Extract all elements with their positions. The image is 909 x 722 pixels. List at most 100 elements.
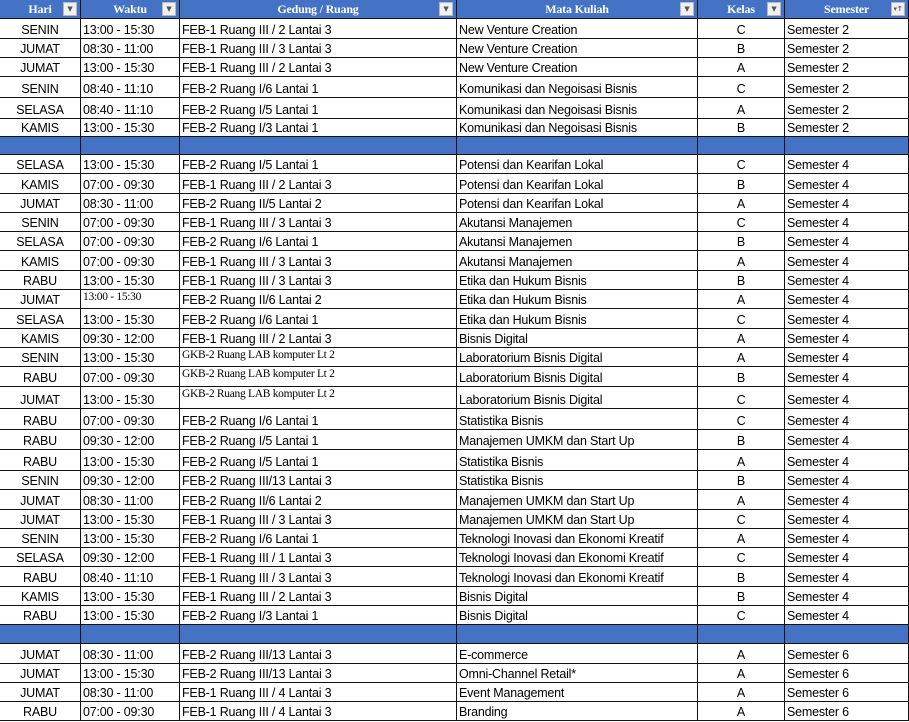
cell-hari[interactable]: KAMIS <box>0 174 81 194</box>
separator-cell[interactable] <box>457 624 698 644</box>
column-header-waktu[interactable]: Waktu ▼ <box>81 0 180 19</box>
cell-gedung-ruang[interactable]: FEB-2 Ruang I/5 Lantai 1 <box>180 154 457 174</box>
cell-waktu[interactable]: 07:00 - 09:30 <box>81 251 180 271</box>
cell-mata-kuliah[interactable]: Potensi dan Kearifan Lokal <box>457 193 698 213</box>
cell-semester[interactable]: Semester 4 <box>785 154 909 174</box>
cell-mata-kuliah[interactable]: Statistika Bisnis <box>457 470 698 490</box>
cell-kelas[interactable]: C <box>698 76 785 98</box>
cell-kelas[interactable]: B <box>698 470 785 490</box>
cell-semester[interactable]: Semester 4 <box>785 528 909 548</box>
cell-mata-kuliah[interactable]: Bisnis Digital <box>457 586 698 606</box>
cell-kelas[interactable]: A <box>698 450 785 471</box>
cell-hari[interactable]: SELASA <box>0 547 81 567</box>
cell-hari[interactable]: JUMAT <box>0 509 81 529</box>
separator-cell[interactable] <box>0 136 81 155</box>
cell-hari[interactable]: RABU <box>0 605 81 625</box>
cell-mata-kuliah[interactable]: Potensi dan Kearifan Lokal <box>457 154 698 174</box>
cell-gedung-ruang[interactable]: FEB-2 Ruang I/6 Lantai 1 <box>180 409 457 430</box>
cell-kelas[interactable]: A <box>698 347 785 367</box>
cell-mata-kuliah[interactable]: Teknologi Inovasi dan Ekonomi Kreatif <box>457 547 698 567</box>
cell-gedung-ruang[interactable]: FEB-2 Ruang I/5 Lantai 1 <box>180 450 457 471</box>
cell-semester[interactable]: Semester 4 <box>785 347 909 367</box>
cell-mata-kuliah[interactable]: Teknologi Inovasi dan Ekonomi Kreatif <box>457 528 698 548</box>
cell-hari[interactable]: SENIN <box>0 212 81 232</box>
cell-waktu[interactable]: 07:00 - 09:30 <box>81 212 180 232</box>
cell-waktu[interactable]: 13:00 - 15:30 <box>81 450 180 471</box>
cell-kelas[interactable]: B <box>698 38 785 58</box>
cell-mata-kuliah[interactable]: New Venture Creation <box>457 19 698 39</box>
cell-waktu[interactable]: 13:00 - 15:30 <box>81 509 180 529</box>
cell-semester[interactable]: Semester 4 <box>785 605 909 625</box>
cell-hari[interactable]: RABU <box>0 429 81 450</box>
cell-waktu[interactable]: 07:00 - 09:30 <box>81 409 180 430</box>
cell-hari[interactable]: SENIN <box>0 470 81 490</box>
cell-gedung-ruang[interactable]: FEB-2 Ruang I/5 Lantai 1 <box>180 429 457 450</box>
cell-hari[interactable]: KAMIS <box>0 586 81 606</box>
cell-mata-kuliah[interactable]: Branding <box>457 701 698 721</box>
cell-waktu[interactable]: 13:00 - 15:30 <box>81 387 180 409</box>
column-header-gedung-ruang[interactable]: Gedung / Ruang ▼ <box>180 0 457 19</box>
cell-semester[interactable]: Semester 4 <box>785 231 909 251</box>
cell-gedung-ruang[interactable]: FEB-2 Ruang I/6 Lantai 1 <box>180 528 457 548</box>
cell-semester[interactable]: Semester 4 <box>785 309 909 329</box>
cell-waktu[interactable]: 13:00 - 15:30 <box>81 270 180 290</box>
cell-hari[interactable]: RABU <box>0 567 81 587</box>
cell-gedung-ruang[interactable]: FEB-2 Ruang II/5 Lantai 2 <box>180 193 457 213</box>
cell-kelas[interactable]: B <box>698 231 785 251</box>
separator-cell[interactable] <box>81 136 180 155</box>
cell-gedung-ruang[interactable]: FEB-1 Ruang III / 2 Lantai 3 <box>180 328 457 348</box>
cell-semester[interactable]: Semester 2 <box>785 19 909 39</box>
cell-kelas[interactable]: A <box>698 289 785 309</box>
cell-hari[interactable]: KAMIS <box>0 328 81 348</box>
cell-gedung-ruang[interactable]: GKB-2 Ruang LAB komputer Lt 2 <box>180 387 457 409</box>
cell-kelas[interactable]: A <box>698 644 785 664</box>
cell-waktu[interactable]: 13:00 - 15:30 <box>81 528 180 548</box>
cell-semester[interactable]: Semester 4 <box>785 270 909 290</box>
cell-kelas[interactable]: B <box>698 567 785 587</box>
cell-gedung-ruang[interactable]: FEB-2 Ruang II/6 Lantai 2 <box>180 289 457 309</box>
cell-kelas[interactable]: C <box>698 309 785 329</box>
cell-waktu[interactable]: 13:00 - 15:30 <box>81 154 180 174</box>
cell-kelas[interactable]: B <box>698 586 785 606</box>
cell-hari[interactable]: JUMAT <box>0 387 81 409</box>
cell-semester[interactable]: Semester 4 <box>785 586 909 606</box>
cell-semester[interactable]: Semester 4 <box>785 547 909 567</box>
cell-kelas[interactable]: B <box>698 366 785 387</box>
cell-kelas[interactable]: A <box>698 490 785 510</box>
column-header-semester[interactable]: Semester ▾↑ <box>785 0 909 19</box>
cell-gedung-ruang[interactable]: FEB-2 Ruang I/6 Lantai 1 <box>180 309 457 329</box>
cell-gedung-ruang[interactable]: FEB-2 Ruang III/13 Lantai 3 <box>180 470 457 490</box>
cell-hari[interactable]: SELASA <box>0 231 81 251</box>
cell-waktu[interactable]: 13:00 - 15:30 <box>81 289 180 309</box>
cell-mata-kuliah[interactable]: Manajemen UMKM dan Start Up <box>457 429 698 450</box>
cell-hari[interactable]: JUMAT <box>0 682 81 702</box>
filter-dropdown-icon[interactable]: ▼ <box>439 2 453 16</box>
separator-cell[interactable] <box>698 136 785 155</box>
cell-gedung-ruang[interactable]: FEB-2 Ruang III/13 Lantai 3 <box>180 644 457 664</box>
cell-mata-kuliah[interactable]: Akutansi Manajemen <box>457 212 698 232</box>
cell-mata-kuliah[interactable]: E-commerce <box>457 644 698 664</box>
cell-semester[interactable]: Semester 6 <box>785 663 909 683</box>
cell-waktu[interactable]: 08:40 - 11:10 <box>81 76 180 98</box>
cell-mata-kuliah[interactable]: Manajemen UMKM dan Start Up <box>457 490 698 510</box>
cell-gedung-ruang[interactable]: GKB-2 Ruang LAB komputer Lt 2 <box>180 366 457 387</box>
cell-waktu[interactable]: 08:30 - 11:00 <box>81 38 180 58</box>
cell-kelas[interactable]: B <box>698 174 785 194</box>
cell-hari[interactable]: JUMAT <box>0 57 81 77</box>
cell-gedung-ruang[interactable]: FEB-1 Ruang III / 4 Lantai 3 <box>180 701 457 721</box>
cell-mata-kuliah[interactable]: Komunikasi dan Negoisasi Bisnis <box>457 118 698 137</box>
cell-waktu[interactable]: 07:00 - 09:30 <box>81 174 180 194</box>
cell-gedung-ruang[interactable]: FEB-1 Ruang III / 3 Lantai 3 <box>180 509 457 529</box>
cell-hari[interactable]: SENIN <box>0 19 81 39</box>
cell-semester[interactable]: Semester 4 <box>785 490 909 510</box>
cell-semester[interactable]: Semester 4 <box>785 409 909 430</box>
cell-mata-kuliah[interactable]: Akutansi Manajemen <box>457 251 698 271</box>
cell-gedung-ruang[interactable]: FEB-1 Ruang III / 3 Lantai 3 <box>180 212 457 232</box>
cell-gedung-ruang[interactable]: FEB-2 Ruang II/6 Lantai 2 <box>180 490 457 510</box>
cell-hari[interactable]: SENIN <box>0 76 81 98</box>
cell-kelas[interactable]: A <box>698 193 785 213</box>
cell-gedung-ruang[interactable]: GKB-2 Ruang LAB komputer Lt 2 <box>180 347 457 367</box>
column-header-hari[interactable]: Hari ▼ <box>0 0 81 19</box>
cell-kelas[interactable]: A <box>698 701 785 721</box>
cell-hari[interactable]: KAMIS <box>0 251 81 271</box>
